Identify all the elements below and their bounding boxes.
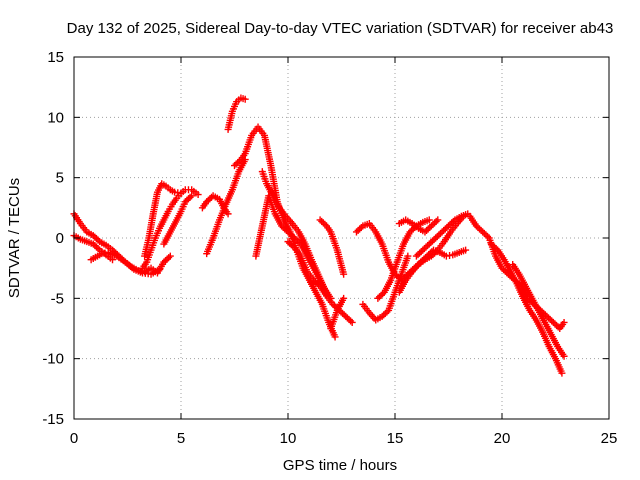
data-point (383, 308, 391, 316)
data-point (165, 254, 173, 262)
data-point (94, 236, 102, 244)
y-tick-label: -5 (51, 290, 64, 307)
data-point (235, 157, 243, 165)
data-point (560, 352, 568, 360)
data-point (340, 270, 348, 278)
axis-ticks: 0 5 10 15 20 25 15 10 5 0 -5 -10 -15 (42, 49, 617, 447)
data-point (484, 232, 492, 240)
data-point (357, 223, 365, 231)
data-point (331, 333, 339, 341)
data-point (241, 95, 249, 103)
data-points (70, 94, 568, 377)
y-tick-label: 10 (47, 109, 64, 126)
y-tick-label: 15 (47, 49, 64, 66)
x-tick-label: 0 (70, 430, 78, 447)
data-point (449, 217, 457, 225)
chart-title: Day 132 of 2025, Sidereal Day-to-day VTE… (67, 20, 614, 37)
data-point (425, 216, 433, 224)
x-tick-label: 10 (280, 430, 297, 447)
data-point (404, 252, 412, 260)
data-point (434, 216, 442, 224)
data-point (340, 294, 348, 302)
data-point (560, 318, 568, 326)
data-point (188, 192, 196, 200)
data-point (194, 191, 202, 199)
data-point (166, 252, 174, 260)
data-point (224, 210, 232, 218)
data-point (379, 290, 387, 298)
data-point (348, 318, 356, 326)
data-point (462, 246, 470, 254)
data-point (156, 265, 164, 273)
grid (74, 57, 609, 419)
data-point (347, 317, 355, 325)
data-point (289, 242, 297, 250)
y-tick-label: 5 (56, 170, 64, 187)
x-tick-label: 5 (177, 430, 185, 447)
x-tick-label: 25 (601, 430, 618, 447)
data-point (186, 193, 194, 201)
y-axis-label: SDTVAR / TECUs (6, 178, 23, 298)
x-tick-label: 15 (387, 430, 404, 447)
x-tick-label: 20 (494, 430, 511, 447)
x-axis-label: GPS time / hours (283, 457, 397, 474)
data-point (558, 369, 566, 377)
data-point (94, 245, 102, 253)
y-tick-label: 0 (56, 230, 64, 247)
y-tick-label: -15 (42, 411, 64, 428)
data-point (432, 248, 440, 256)
y-tick-label: -10 (42, 351, 64, 368)
data-point (321, 220, 329, 228)
data-point (432, 217, 440, 225)
